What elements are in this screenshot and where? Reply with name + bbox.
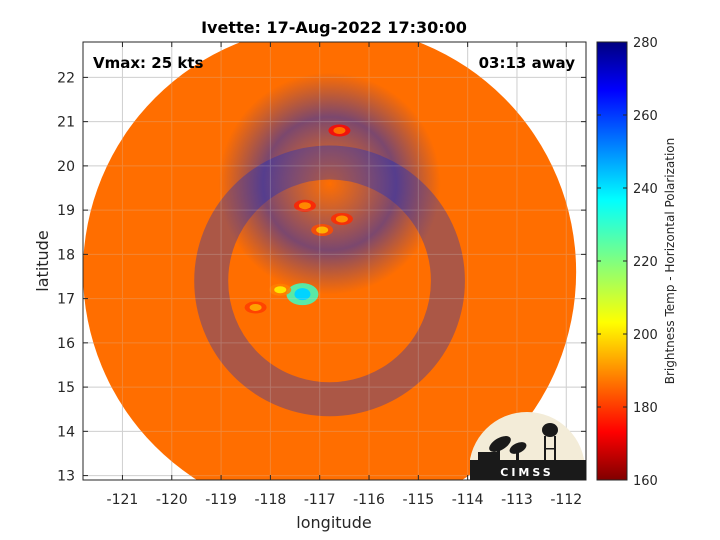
- y-tick-label: 22: [57, 70, 75, 86]
- x-axis-label: longitude: [296, 513, 371, 532]
- feature-layer: [244, 124, 353, 314]
- y-tick-label: 16: [57, 336, 75, 352]
- x-axis-ticks: -121 -120 -119 -118 -117 -116 -115 -114 -113 -112: [107, 42, 582, 508]
- feature-core: [274, 286, 287, 294]
- x-tick-label: -112: [550, 492, 582, 508]
- feature-core: [335, 215, 348, 223]
- x-tick-label: -120: [156, 492, 188, 508]
- colorbar-tick-label: 280: [633, 36, 658, 51]
- y-tick-label: 15: [57, 380, 75, 396]
- x-tick-label: -116: [353, 492, 385, 508]
- feature-core: [294, 288, 311, 301]
- colorbar-ticks: 160 180 200 220 240 260 280: [597, 36, 658, 489]
- y-axis-label: latitude: [33, 230, 52, 291]
- x-tick-label: -117: [304, 492, 336, 508]
- grid-overlay: [83, 42, 586, 480]
- feature-core: [333, 126, 346, 134]
- vmax-annotation: Vmax: 25 kts: [93, 54, 203, 72]
- y-tick-label: 14: [57, 424, 75, 440]
- cimss-logo: CIMSS: [470, 412, 586, 480]
- plot-frame: [82, 41, 587, 481]
- x-tick-label: -114: [452, 492, 484, 508]
- feature-core: [249, 303, 262, 311]
- x-tick-label: -121: [107, 492, 139, 508]
- x-tick-label: -119: [205, 492, 237, 508]
- swath: [83, 42, 577, 480]
- y-axis-ticks: 13 14 15 16 17 18 19 20 21 22: [57, 70, 586, 485]
- colorbar-label: Brightness Temp - Horizontal Polarizatio…: [663, 138, 677, 385]
- swath-inner: [218, 72, 441, 295]
- x-tick-label: -118: [255, 492, 287, 508]
- feature-core: [298, 202, 311, 210]
- x-tick-label: -113: [501, 492, 533, 508]
- colorbar-tick-label: 260: [633, 109, 658, 124]
- y-tick-label: 17: [57, 292, 75, 308]
- time-away-annotation: 03:13 away: [479, 54, 576, 72]
- y-tick-label: 13: [57, 469, 75, 485]
- colorbar-tick-label: 220: [633, 255, 658, 270]
- colorbar-tick-label: 180: [633, 401, 658, 416]
- colorbar-tick-label: 240: [633, 182, 658, 197]
- y-tick-label: 19: [57, 203, 75, 219]
- feature-core: [316, 226, 329, 234]
- y-tick-label: 20: [57, 159, 75, 175]
- colorbar: [596, 41, 628, 481]
- logo-text: CIMSS: [500, 466, 553, 479]
- chart-title: Ivette: 17-Aug-2022 17:30:00: [201, 18, 467, 37]
- colorbar-tick-label: 160: [633, 474, 658, 489]
- y-tick-label: 18: [57, 247, 75, 263]
- y-tick-label: 21: [57, 115, 75, 131]
- colorbar-tick-label: 200: [633, 328, 658, 343]
- x-tick-label: -115: [402, 492, 434, 508]
